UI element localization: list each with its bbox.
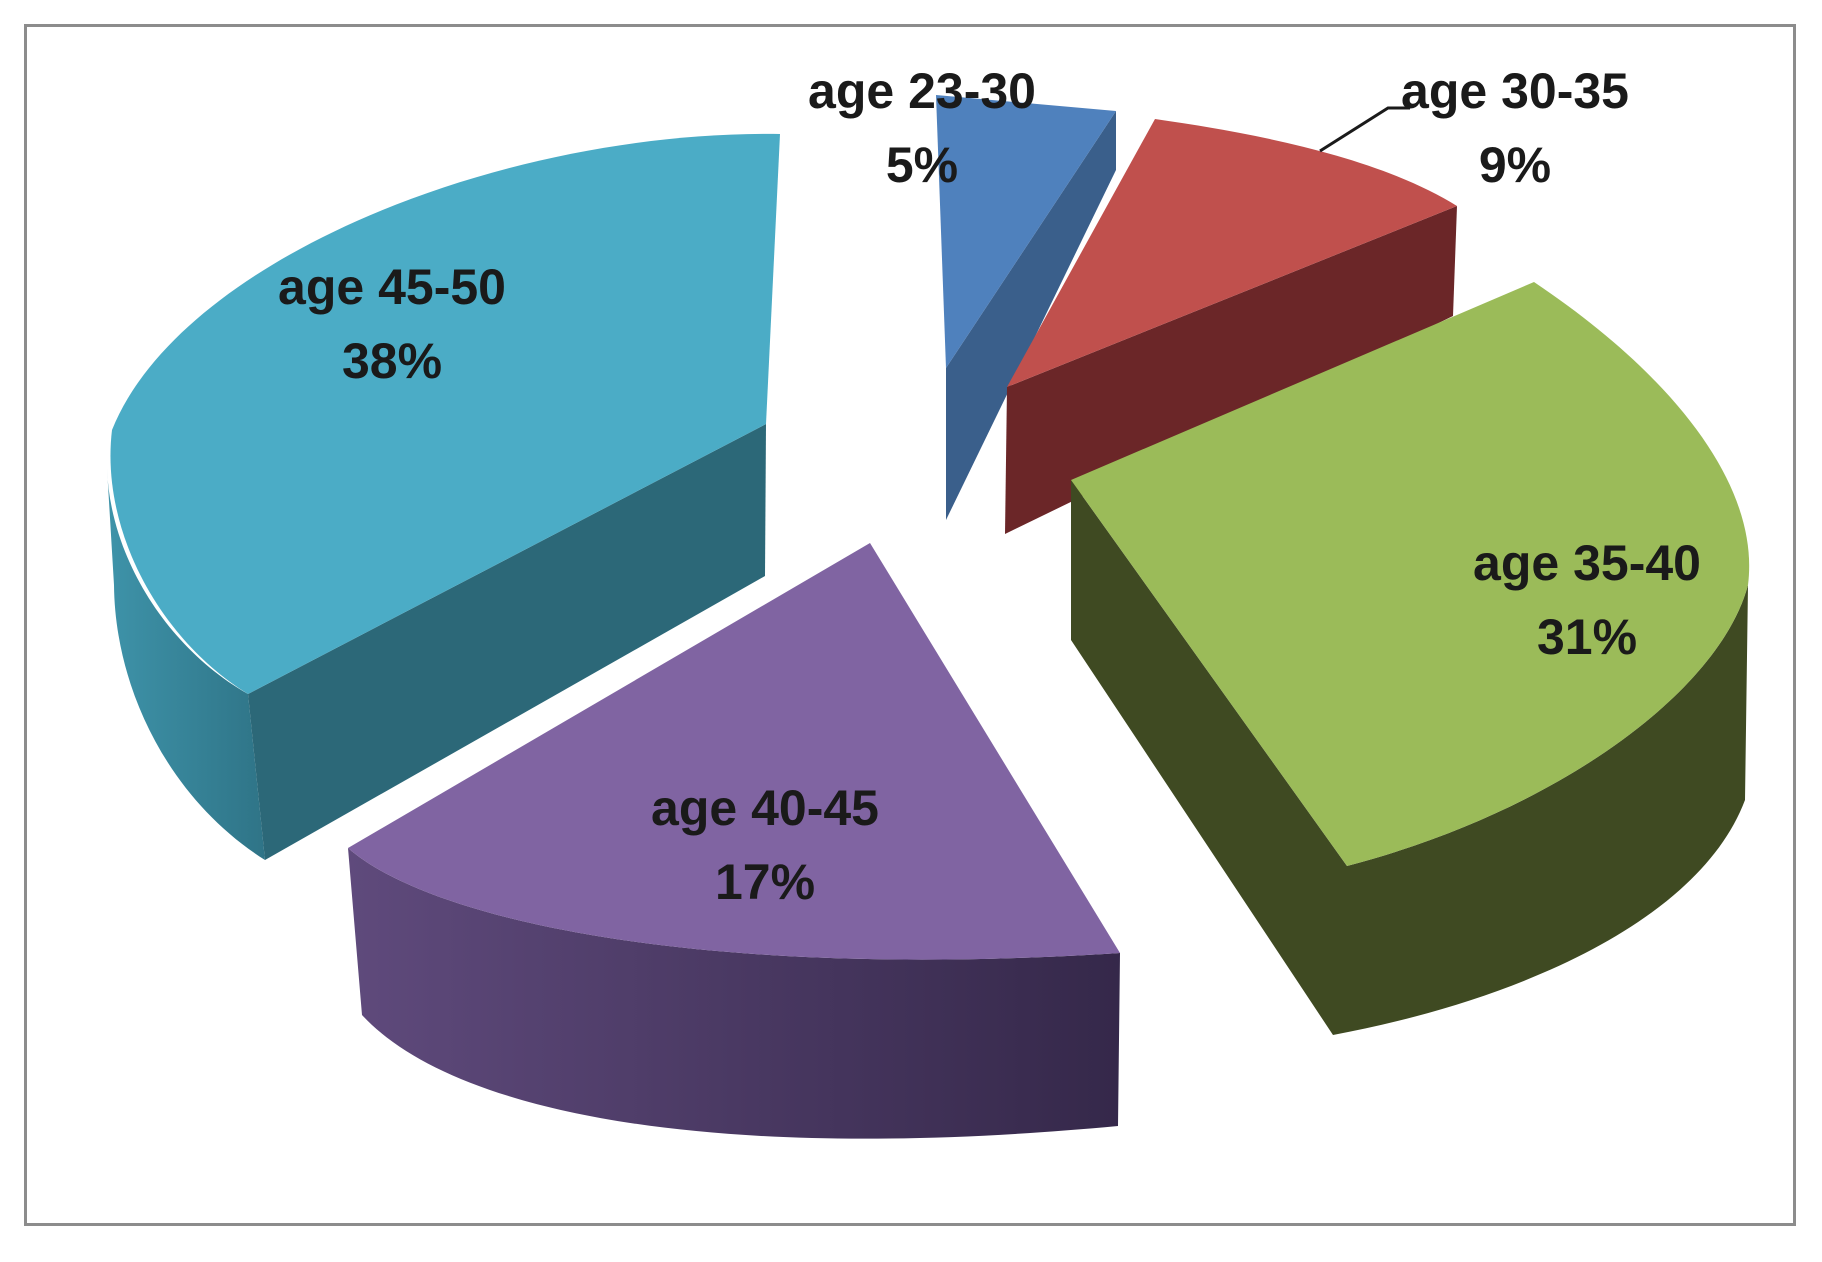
label-age-45-50-name: age 45-50 <box>278 259 506 315</box>
label-age-30-35-percent: 9% <box>1479 137 1551 193</box>
label-age-40-45-name: age 40-45 <box>651 780 879 836</box>
slice-age-40-45-top <box>348 543 1120 960</box>
slice-age-30-35-top <box>1007 119 1457 387</box>
slice-age-45-50-inner-side <box>248 424 766 860</box>
slice-age-23-30 <box>936 95 1116 520</box>
leader-line-age-30-35 <box>1319 106 1410 153</box>
label-age-23-30-name: age 23-30 <box>808 63 1036 119</box>
label-age-30-35: age 30-35 9% <box>1401 63 1629 193</box>
label-age-40-45-percent: 17% <box>715 854 815 910</box>
slice-age-30-35-side <box>1005 206 1457 534</box>
label-age-45-50-percent: 38% <box>342 333 442 389</box>
slice-age-30-35 <box>1005 119 1457 534</box>
slice-age-35-40-top <box>1071 282 1750 866</box>
slice-age-23-30-side <box>946 111 1116 520</box>
label-age-35-40-percent: 31% <box>1537 609 1637 665</box>
label-age-30-35-name: age 30-35 <box>1401 63 1629 119</box>
slice-age-35-40 <box>1071 282 1750 1035</box>
slice-age-45-50-top <box>110 133 780 694</box>
label-age-35-40: age 35-40 31% <box>1473 535 1701 665</box>
label-age-23-30-percent: 5% <box>886 137 958 193</box>
slice-age-35-40-side <box>1071 480 1748 1035</box>
label-age-23-30: age 23-30 5% <box>808 63 1036 193</box>
label-age-35-40-name: age 35-40 <box>1473 535 1701 591</box>
label-age-40-45: age 40-45 17% <box>651 780 879 910</box>
slice-age-45-50 <box>107 133 780 860</box>
slice-age-40-45 <box>348 543 1120 1139</box>
slice-age-45-50-outer-side <box>107 468 265 860</box>
label-age-45-50: age 45-50 38% <box>278 259 506 389</box>
slice-age-40-45-side <box>348 848 1120 1139</box>
slice-age-23-30-top <box>936 95 1116 368</box>
